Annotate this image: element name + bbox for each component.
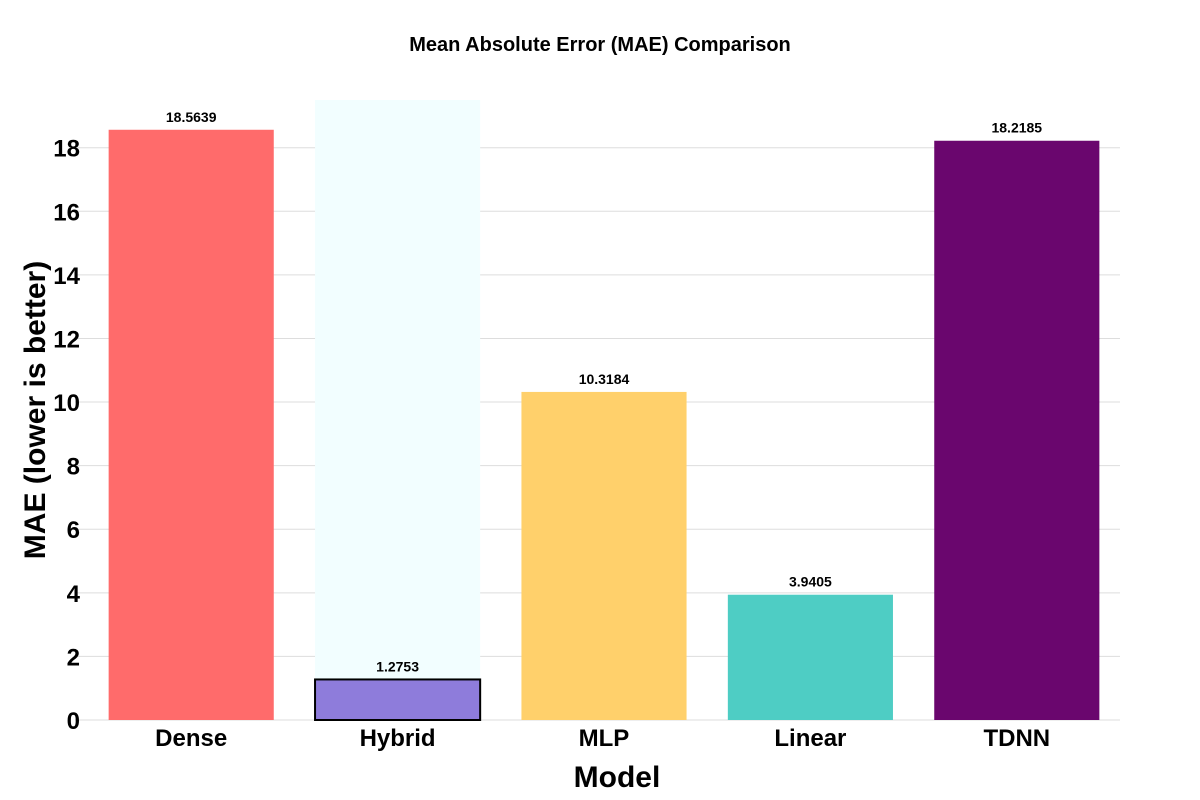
y-tick-label: 6 [67, 517, 80, 544]
bars [108, 129, 1100, 722]
bar-dense [108, 129, 274, 720]
y-tick-label: 18 [53, 136, 80, 163]
y-tick-label: 12 [53, 326, 80, 353]
y-tick-label: 0 [67, 708, 80, 735]
bar-hybrid [314, 678, 482, 722]
x-axis-title: Model [574, 761, 661, 794]
x-tick-label: Dense [155, 725, 227, 752]
data-labels: 18.5639 1.2753 10.3184 3.9405 18.2185 [166, 109, 1042, 675]
data-label: 3.9405 [789, 574, 832, 590]
x-axis-ticks: Dense Hybrid MLP Linear TDNN [155, 725, 1050, 752]
highlight-band-layer [315, 100, 481, 720]
y-tick-label: 14 [53, 263, 80, 290]
y-tick-label: 2 [67, 644, 80, 671]
y-tick-label: 16 [53, 199, 80, 226]
bar-linear [727, 594, 893, 720]
y-tick-label: 8 [67, 454, 80, 481]
y-axis-ticks: 0 2 4 6 8 10 12 14 16 18 [53, 136, 80, 735]
x-tick-label: Hybrid [360, 725, 436, 752]
x-tick-label: MLP [579, 725, 630, 752]
data-label: 10.3184 [579, 371, 630, 387]
x-tick-label: Linear [774, 725, 846, 752]
y-tick-label: 10 [53, 390, 80, 417]
bar-tdnn [934, 140, 1100, 721]
y-tick-label: 4 [67, 581, 81, 608]
y-axis-title: MAE (lower is better) [19, 261, 52, 559]
data-label: 18.5639 [166, 109, 217, 125]
x-tick-label: TDNN [983, 725, 1050, 752]
chart-title: Mean Absolute Error (MAE) Comparison [409, 34, 791, 56]
data-label: 1.2753 [376, 658, 419, 674]
data-label: 18.2185 [991, 120, 1042, 136]
highlight-band [315, 100, 481, 720]
bar-mlp [521, 391, 687, 720]
